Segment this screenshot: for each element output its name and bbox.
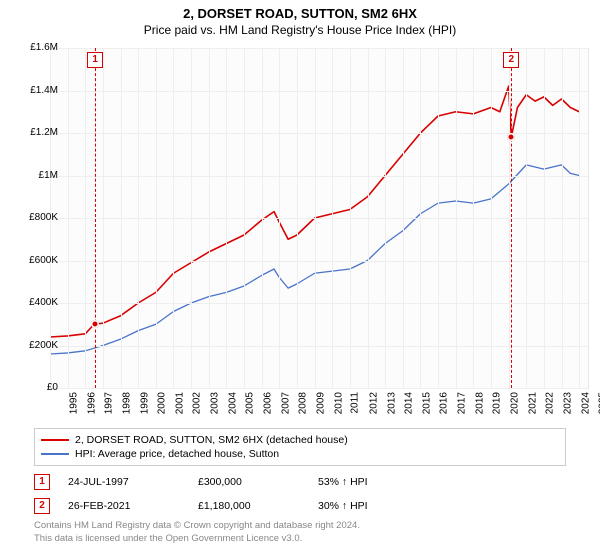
x-axis-label: 2007 (280, 392, 291, 414)
page-subtitle: Price paid vs. HM Land Registry's House … (0, 21, 600, 37)
y-axis-label: £0 (47, 382, 58, 393)
x-axis-label: 2003 (209, 392, 220, 414)
x-axis-label: 1998 (121, 392, 132, 414)
legend-item: HPI: Average price, detached house, Sutt… (41, 447, 559, 461)
x-axis-label: 2000 (156, 392, 167, 414)
chart-legend: 2, DORSET ROAD, SUTTON, SM2 6HX (detache… (34, 428, 566, 466)
x-axis-label: 2023 (562, 392, 573, 414)
chart-marker-box: 2 (503, 52, 519, 68)
y-axis-label: £1.4M (30, 85, 58, 96)
sale-pct: 53% ↑ HPI (318, 476, 438, 488)
price-chart: 12 (50, 48, 589, 389)
sales-table: 1 24-JUL-1997 £300,000 53% ↑ HPI 2 26-FE… (34, 470, 566, 518)
attribution-line: Contains HM Land Registry data © Crown c… (34, 520, 566, 533)
x-axis-label: 2015 (421, 392, 432, 414)
sale-datapoint (91, 320, 99, 328)
y-axis-label: £800K (29, 212, 58, 223)
attribution: Contains HM Land Registry data © Crown c… (34, 520, 566, 546)
x-axis-label: 1999 (139, 392, 150, 414)
sale-marker-box: 2 (34, 498, 50, 514)
x-axis-label: 2004 (227, 392, 238, 414)
x-axis-label: 1997 (104, 392, 115, 414)
x-axis-label: 2008 (298, 392, 309, 414)
page-container: 2, DORSET ROAD, SUTTON, SM2 6HX Price pa… (0, 0, 600, 560)
sale-marker-box: 1 (34, 474, 50, 490)
sale-date: 24-JUL-1997 (68, 476, 198, 488)
x-axis-label: 1995 (68, 392, 79, 414)
x-axis-label: 2024 (580, 392, 591, 414)
x-axis-label: 2005 (245, 392, 256, 414)
x-axis-label: 2022 (545, 392, 556, 414)
sale-row: 2 26-FEB-2021 £1,180,000 30% ↑ HPI (34, 494, 566, 518)
y-axis-label: £200K (29, 340, 58, 351)
page-title: 2, DORSET ROAD, SUTTON, SM2 6HX (0, 0, 600, 21)
y-axis-label: £1M (39, 170, 58, 181)
x-axis-label: 1996 (86, 392, 97, 414)
sale-price: £300,000 (198, 476, 318, 488)
y-axis-label: £1.6M (30, 42, 58, 53)
sale-pct: 30% ↑ HPI (318, 500, 438, 512)
legend-label: HPI: Average price, detached house, Sutt… (75, 448, 279, 460)
x-axis-label: 2018 (474, 392, 485, 414)
x-axis-label: 2006 (262, 392, 273, 414)
legend-swatch (41, 439, 69, 441)
sale-datapoint (507, 133, 515, 141)
x-axis-label: 2020 (509, 392, 520, 414)
y-axis-label: £600K (29, 255, 58, 266)
x-axis-label: 2001 (174, 392, 185, 414)
chart-marker-box: 1 (87, 52, 103, 68)
sale-price: £1,180,000 (198, 500, 318, 512)
x-axis-label: 2009 (315, 392, 326, 414)
x-axis-label: 2013 (386, 392, 397, 414)
x-axis-label: 2002 (192, 392, 203, 414)
sale-date: 26-FEB-2021 (68, 500, 198, 512)
y-axis-label: £400K (29, 297, 58, 308)
legend-item: 2, DORSET ROAD, SUTTON, SM2 6HX (detache… (41, 433, 559, 447)
legend-label: 2, DORSET ROAD, SUTTON, SM2 6HX (detache… (75, 434, 348, 446)
y-axis-label: £1.2M (30, 127, 58, 138)
legend-swatch (41, 453, 69, 455)
x-axis-label: 2017 (456, 392, 467, 414)
x-axis-label: 2021 (527, 392, 538, 414)
x-axis-label: 2016 (439, 392, 450, 414)
x-axis-label: 2014 (403, 392, 414, 414)
x-axis-label: 2010 (333, 392, 344, 414)
sale-row: 1 24-JUL-1997 £300,000 53% ↑ HPI (34, 470, 566, 494)
x-axis-label: 2019 (492, 392, 503, 414)
attribution-line: This data is licensed under the Open Gov… (34, 533, 566, 546)
x-axis-label: 2011 (350, 392, 361, 414)
x-axis-label: 2012 (368, 392, 379, 414)
